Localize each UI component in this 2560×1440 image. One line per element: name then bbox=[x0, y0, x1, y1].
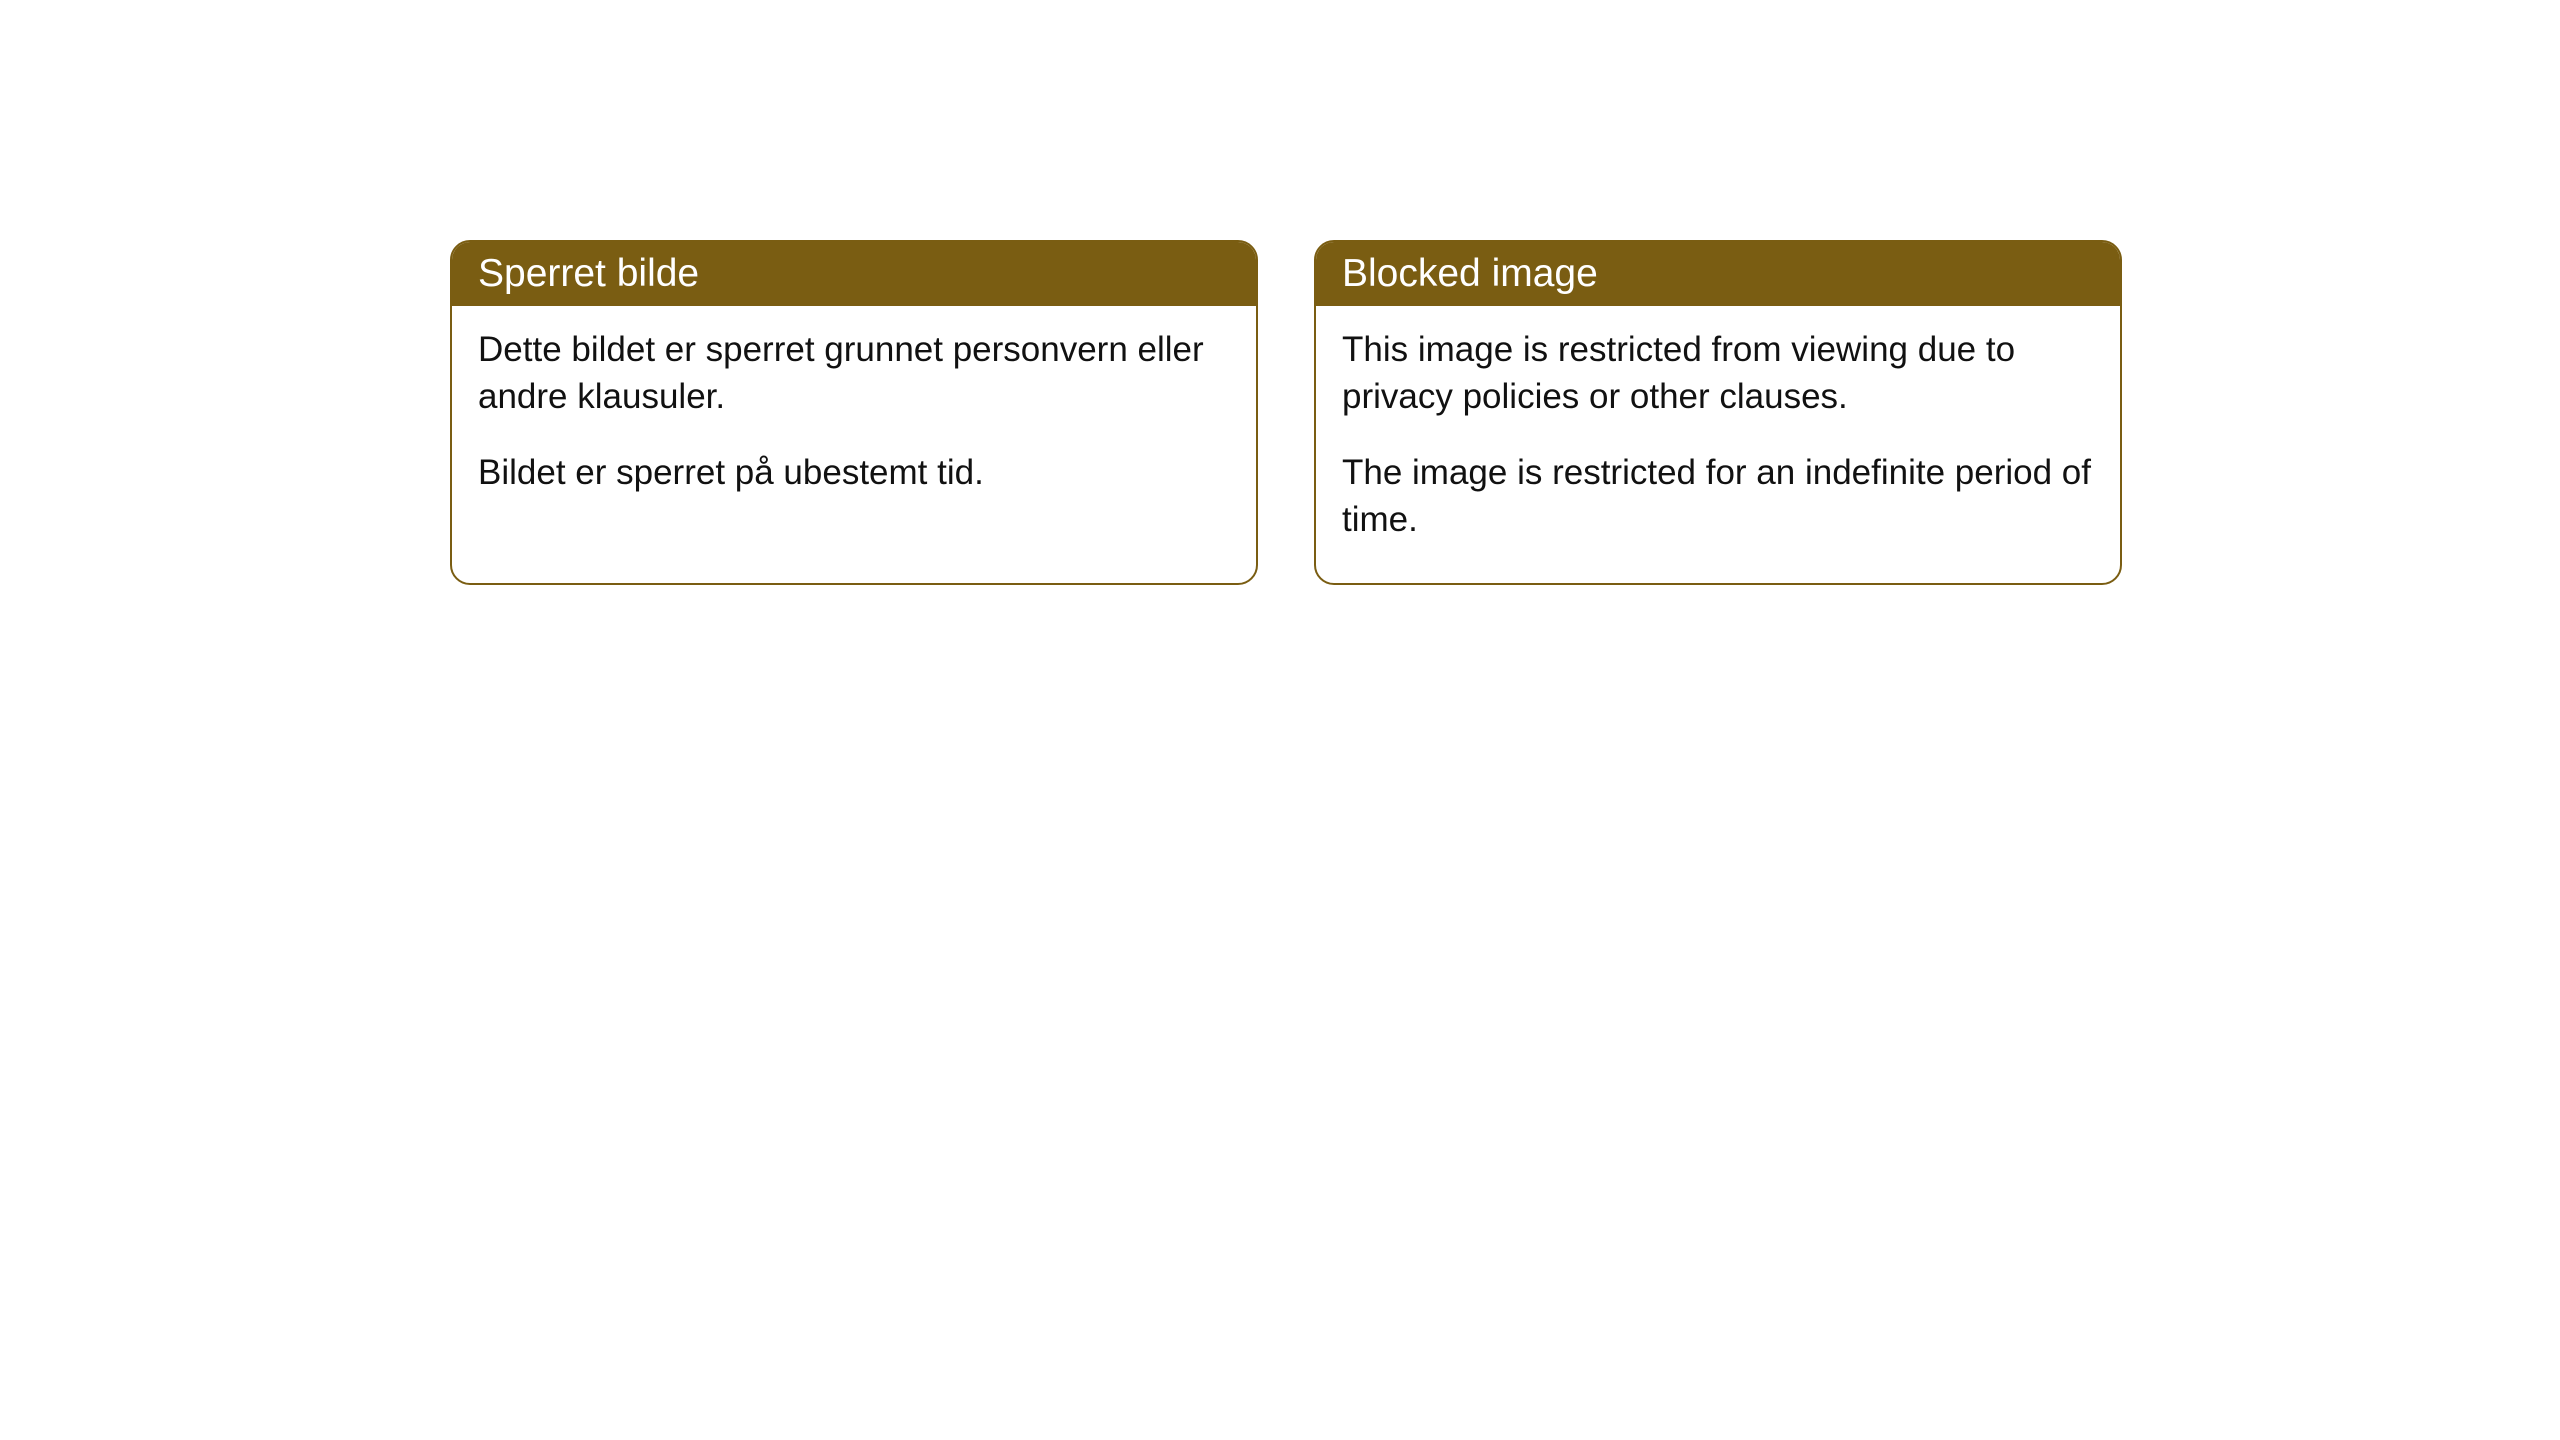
card-header-no: Sperret bilde bbox=[452, 242, 1256, 306]
blocked-image-card-no: Sperret bilde Dette bildet er sperret gr… bbox=[450, 240, 1258, 585]
card-header-en: Blocked image bbox=[1316, 242, 2120, 306]
notice-cards-container: Sperret bilde Dette bildet er sperret gr… bbox=[0, 0, 2560, 585]
card-paragraph: The image is restricted for an indefinit… bbox=[1342, 449, 2094, 544]
card-paragraph: This image is restricted from viewing du… bbox=[1342, 326, 2094, 421]
card-paragraph: Bildet er sperret på ubestemt tid. bbox=[478, 449, 1230, 496]
blocked-image-card-en: Blocked image This image is restricted f… bbox=[1314, 240, 2122, 585]
card-body-no: Dette bildet er sperret grunnet personve… bbox=[452, 306, 1256, 536]
card-paragraph: Dette bildet er sperret grunnet personve… bbox=[478, 326, 1230, 421]
card-body-en: This image is restricted from viewing du… bbox=[1316, 306, 2120, 583]
